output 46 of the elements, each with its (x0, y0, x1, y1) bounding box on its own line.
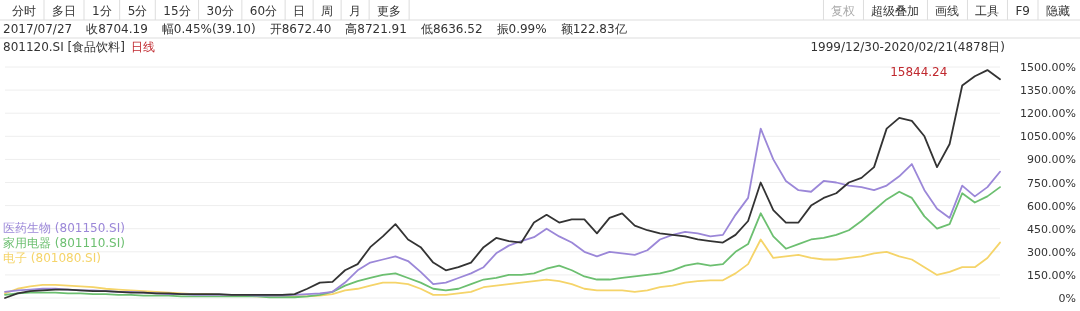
line-series (4, 69, 1001, 299)
y-tick-label: 1500.00% (1020, 61, 1076, 74)
text: 60分 (249, 4, 278, 18)
y-tick-label: 150.00% (1027, 268, 1076, 282)
text: 医药生物 (801150.SI) (3, 221, 125, 235)
text: 额122.83亿 (560, 22, 627, 36)
y-tick-label: 600.00% (1027, 199, 1076, 213)
text: 30分 (206, 4, 234, 18)
chart-subtitle: 日线 (130, 40, 155, 54)
chart-title: 801120.SI [食品饮料] (3, 40, 125, 54)
text: 2017/07/27 (3, 22, 73, 36)
text: 15分 (163, 4, 191, 18)
text: 1999/12/30-2020/02/21(4878日) (810, 40, 1005, 54)
line-series (4, 127, 1001, 297)
text: 低8636.52 (420, 22, 483, 36)
text: 超级叠加 (871, 4, 920, 18)
text: 幅0.45%(39.10) (161, 22, 256, 36)
y-tick-label: 0% (1058, 292, 1076, 305)
text: 多日 (52, 4, 76, 18)
y-tick-label: 750.00% (1027, 176, 1076, 190)
text: F9 (1015, 4, 1030, 18)
text: 1分 (92, 4, 112, 18)
y-tick-label: 900.00% (1027, 153, 1076, 167)
text: 分时 (12, 4, 36, 18)
text: 收8704.19 (86, 22, 148, 36)
text: 日 (293, 4, 306, 18)
text: 开8672.40 (269, 22, 332, 36)
annotation: 15844.24 (890, 65, 948, 80)
y-tick-label: 1050.00% (1020, 130, 1076, 144)
text: 家用电器 (801110.SI) (3, 236, 125, 250)
text: 5分 (127, 4, 148, 18)
text: 工具 (975, 4, 1000, 18)
text: 周 (321, 4, 334, 18)
text: 隐藏 (1046, 4, 1070, 18)
y-tick-label: 1350.00% (1020, 84, 1076, 98)
text: 更多 (377, 4, 402, 18)
text: 月 (349, 4, 362, 18)
y-tick-label: 1200.00% (1020, 107, 1076, 121)
text: 画线 (935, 4, 960, 18)
line-series (4, 186, 1001, 299)
y-tick-label: 300.00% (1027, 245, 1076, 259)
text: 高8721.91 (345, 22, 407, 36)
text: 复权 (831, 4, 856, 18)
y-tick-label: 450.00% (1027, 222, 1076, 236)
text: 振0.99% (496, 22, 547, 36)
series-label: 电子 (801080.SI) (3, 251, 101, 265)
